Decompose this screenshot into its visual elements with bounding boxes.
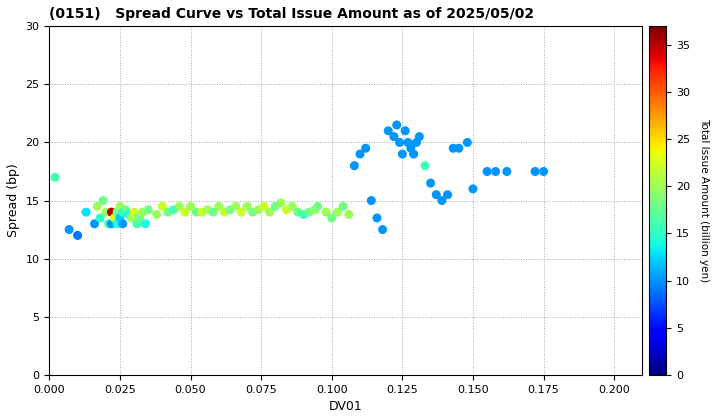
Point	[202, 207, 213, 213]
Point	[490, 168, 501, 175]
Point	[100, 209, 112, 215]
Point	[405, 145, 417, 152]
Point	[326, 215, 338, 221]
Point	[81, 209, 92, 215]
Point	[287, 203, 298, 210]
Point	[425, 180, 436, 186]
Point	[275, 200, 287, 206]
Point	[394, 139, 405, 146]
Point	[151, 211, 163, 218]
Point	[125, 215, 137, 221]
Point	[207, 209, 219, 215]
Point	[196, 209, 207, 215]
Point	[419, 162, 431, 169]
Point	[320, 209, 332, 215]
Point	[168, 207, 179, 213]
Point	[103, 220, 114, 227]
Point	[391, 122, 402, 129]
Point	[377, 226, 388, 233]
Point	[117, 220, 129, 227]
Point	[235, 209, 247, 215]
Point	[366, 197, 377, 204]
Point	[382, 127, 394, 134]
Point	[185, 203, 197, 210]
Point	[309, 207, 320, 213]
Text: (0151)   Spread Curve vs Total Issue Amount as of 2025/05/02: (0151) Spread Curve vs Total Issue Amoun…	[50, 7, 534, 21]
Point	[400, 127, 411, 134]
Point	[264, 209, 275, 215]
Point	[106, 220, 117, 227]
Point	[337, 203, 348, 210]
Point	[402, 139, 414, 146]
Point	[140, 220, 151, 227]
Point	[137, 209, 148, 215]
Point	[162, 209, 174, 215]
Point	[120, 207, 131, 213]
Point	[89, 220, 100, 227]
Point	[348, 162, 360, 169]
Point	[63, 226, 75, 233]
Point	[230, 203, 241, 210]
Point	[482, 168, 493, 175]
Point	[134, 215, 145, 221]
Point	[97, 197, 109, 204]
Point	[72, 232, 84, 239]
Point	[332, 209, 343, 215]
Point	[122, 211, 134, 218]
Point	[117, 209, 129, 215]
Point	[91, 203, 103, 210]
Point	[143, 207, 154, 213]
Point	[431, 192, 442, 198]
Point	[131, 220, 143, 227]
Point	[462, 139, 473, 146]
Point	[179, 209, 191, 215]
Point	[112, 220, 123, 227]
Point	[128, 209, 140, 215]
Point	[360, 145, 372, 152]
Point	[156, 203, 168, 210]
Point	[436, 197, 448, 204]
Point	[413, 133, 425, 140]
Point	[258, 203, 270, 210]
Point	[241, 203, 253, 210]
Point	[106, 209, 117, 215]
Point	[114, 203, 126, 210]
Point	[408, 151, 420, 158]
Point	[49, 174, 60, 181]
Point	[247, 209, 258, 215]
Y-axis label: Total Issue Amount (billion yen): Total Issue Amount (billion yen)	[700, 118, 709, 283]
Point	[109, 215, 120, 221]
Point	[388, 133, 400, 140]
Point	[501, 168, 513, 175]
Point	[467, 186, 479, 192]
Point	[213, 203, 225, 210]
Point	[219, 209, 230, 215]
Point	[303, 209, 315, 215]
Point	[191, 209, 202, 215]
Point	[397, 151, 408, 158]
Point	[453, 145, 464, 152]
Point	[343, 211, 354, 218]
Point	[225, 207, 236, 213]
Point	[114, 215, 126, 221]
Point	[442, 192, 454, 198]
Point	[410, 139, 422, 146]
Point	[538, 168, 549, 175]
Point	[354, 151, 366, 158]
Point	[269, 203, 281, 210]
Point	[529, 168, 541, 175]
Point	[312, 203, 323, 210]
Point	[253, 207, 264, 213]
Point	[112, 209, 123, 215]
Point	[372, 215, 383, 221]
Point	[447, 145, 459, 152]
Point	[292, 209, 304, 215]
Point	[298, 211, 310, 218]
Point	[94, 215, 106, 221]
Point	[281, 207, 292, 213]
X-axis label: DV01: DV01	[329, 400, 363, 413]
Point	[174, 203, 185, 210]
Y-axis label: Spread (bp): Spread (bp)	[7, 164, 20, 237]
